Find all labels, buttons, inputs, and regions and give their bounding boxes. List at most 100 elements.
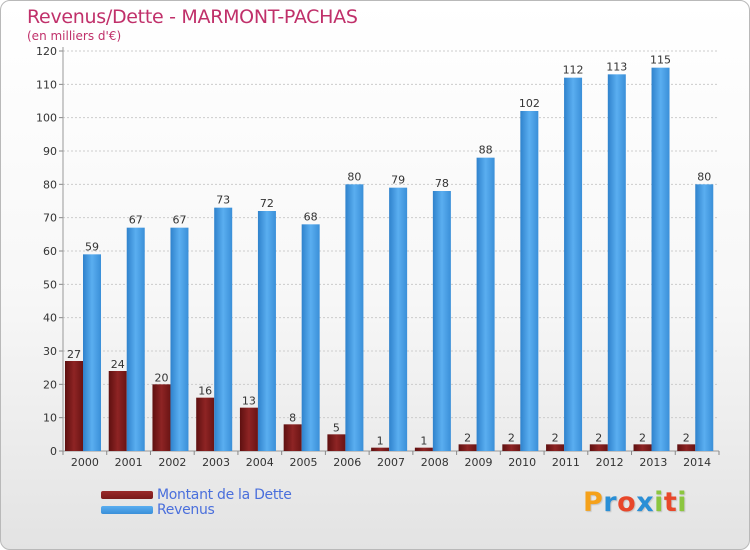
y-tick-label: 50 xyxy=(43,278,57,291)
bar-debt xyxy=(414,447,433,451)
legend-item-revenue: Revenus xyxy=(101,501,292,518)
y-tick-label: 100 xyxy=(36,112,57,125)
x-tick-label: 2000 xyxy=(71,456,99,469)
bar-revenue xyxy=(564,77,583,452)
data-label-debt: 1 xyxy=(377,435,384,448)
bar-debt xyxy=(589,444,608,451)
legend-label-revenue: Revenus xyxy=(157,501,215,518)
x-tick-label: 2008 xyxy=(421,456,449,469)
data-label-debt: 5 xyxy=(333,421,340,434)
y-tick-label: 120 xyxy=(36,45,57,58)
y-tick-label: 60 xyxy=(43,245,57,258)
x-tick-label: 2014 xyxy=(683,456,711,469)
logo-letter: i xyxy=(677,487,688,518)
legend-swatch-debt xyxy=(101,490,153,499)
x-tick-label: 2009 xyxy=(464,456,492,469)
x-tick-label: 2012 xyxy=(596,456,624,469)
bar-revenue xyxy=(651,67,670,452)
data-label-revenue: 68 xyxy=(304,210,318,223)
chart-subtitle: (en milliers d'€) xyxy=(27,29,122,43)
y-tick-label: 20 xyxy=(43,378,57,391)
data-label-debt: 2 xyxy=(464,431,471,444)
x-tick-label: 2010 xyxy=(508,456,536,469)
bar-revenue xyxy=(607,74,626,451)
bar-debt xyxy=(633,444,652,451)
data-label-debt: 27 xyxy=(67,348,81,361)
bar-debt xyxy=(65,361,83,451)
bar-debt xyxy=(283,424,302,451)
data-label-revenue: 112 xyxy=(563,64,584,77)
x-tick-label: 2007 xyxy=(377,456,405,469)
bar-revenue xyxy=(476,157,495,451)
bar-debt xyxy=(677,444,696,451)
logo-letter: o xyxy=(617,487,637,518)
y-tick-label: 10 xyxy=(43,412,57,425)
x-tick-label: 2005 xyxy=(290,456,318,469)
x-tick-label: 2002 xyxy=(158,456,186,469)
x-tick-label: 2001 xyxy=(115,456,143,469)
y-tick-label: 70 xyxy=(43,212,57,225)
data-label-debt: 16 xyxy=(198,385,212,398)
data-label-revenue: 67 xyxy=(129,214,143,227)
data-label-debt: 1 xyxy=(420,435,427,448)
bar-revenue xyxy=(432,191,451,451)
data-label-debt: 2 xyxy=(508,431,515,444)
x-tick-label: 2011 xyxy=(552,456,580,469)
chart-title: Revenus/Dette - MARMONT-PACHAS xyxy=(27,6,358,28)
bar-revenue xyxy=(389,187,408,451)
y-tick-label: 30 xyxy=(43,345,57,358)
legend-swatch-revenue xyxy=(101,505,153,514)
bar-debt xyxy=(108,371,127,451)
bar-revenue xyxy=(520,111,539,451)
legend: Montant de la Dette Revenus xyxy=(101,486,292,518)
data-label-revenue: 73 xyxy=(216,194,230,207)
bar-debt xyxy=(152,384,171,451)
data-label-revenue: 80 xyxy=(697,170,711,183)
x-tick-label: 2003 xyxy=(202,456,230,469)
x-tick-label: 2004 xyxy=(246,456,274,469)
y-tick-label: 110 xyxy=(36,78,57,91)
y-tick-label: 90 xyxy=(43,145,57,158)
bar-revenue xyxy=(214,207,233,451)
bar-revenue xyxy=(126,227,145,451)
logo-letter: r xyxy=(603,487,618,518)
data-label-debt: 2 xyxy=(639,431,646,444)
data-label-debt: 13 xyxy=(242,395,256,408)
data-label-revenue: 88 xyxy=(479,144,493,157)
data-label-revenue: 80 xyxy=(347,170,361,183)
bar-debt xyxy=(327,434,346,451)
bar-debt xyxy=(502,444,521,451)
logo-letter: P xyxy=(583,487,604,518)
data-label-revenue: 79 xyxy=(391,174,405,187)
data-label-revenue: 67 xyxy=(172,214,186,227)
bar-revenue xyxy=(695,184,714,452)
bar-debt xyxy=(458,444,477,451)
x-tick-label: 2013 xyxy=(639,456,667,469)
bar-revenue xyxy=(257,211,276,451)
bar-revenue xyxy=(345,184,364,452)
bar-revenue xyxy=(170,227,189,451)
data-label-debt: 2 xyxy=(595,431,602,444)
bar-debt xyxy=(546,444,565,451)
bar-revenue xyxy=(301,224,320,451)
bar-debt xyxy=(196,397,215,451)
data-label-debt: 20 xyxy=(154,371,168,384)
x-tick-label: 2006 xyxy=(333,456,361,469)
proxiti-logo: Proxiti xyxy=(583,487,687,518)
y-tick-label: 40 xyxy=(43,312,57,325)
data-label-debt: 2 xyxy=(683,431,690,444)
data-label-revenue: 78 xyxy=(435,177,449,190)
legend-label-debt: Montant de la Dette xyxy=(157,486,292,503)
data-label-revenue: 113 xyxy=(606,60,627,73)
bar-debt xyxy=(371,447,390,451)
logo-letter: t xyxy=(663,487,678,518)
logo-letter: i xyxy=(654,487,664,518)
bar-revenue xyxy=(83,254,101,451)
legend-item-debt: Montant de la Dette xyxy=(101,486,292,503)
data-label-debt: 2 xyxy=(552,431,559,444)
data-label-revenue: 72 xyxy=(260,197,274,210)
data-label-debt: 8 xyxy=(289,411,296,424)
bar-debt xyxy=(239,407,258,451)
